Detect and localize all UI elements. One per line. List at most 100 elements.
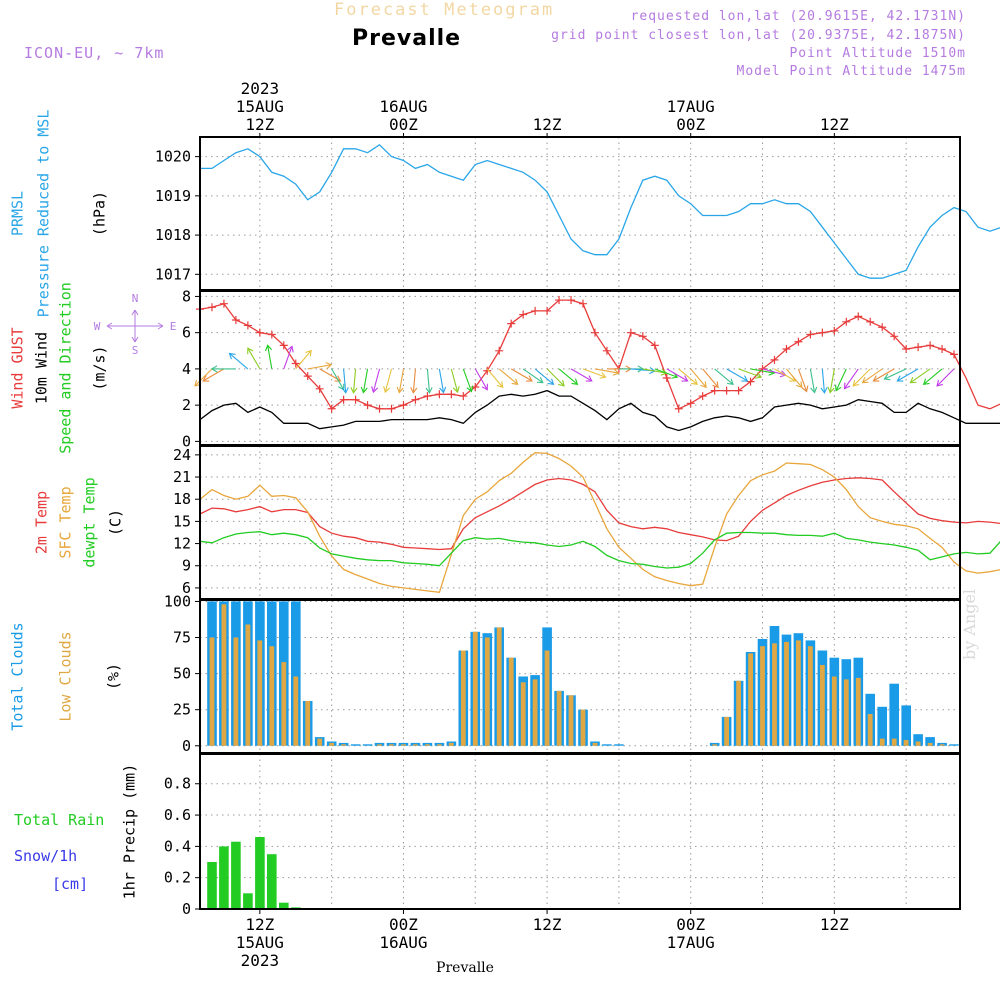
clouds-bar	[568, 695, 574, 746]
clouds-bar	[820, 665, 825, 746]
footer-location: Prevalle	[436, 960, 494, 976]
gust-marker	[399, 401, 408, 410]
clouds-bar	[556, 690, 562, 746]
clouds-bar	[496, 627, 502, 746]
gust-marker	[902, 344, 911, 353]
y-tick-label: 6	[182, 579, 191, 597]
bottom-time-label: 12Z	[245, 915, 274, 934]
clouds-bar	[855, 677, 861, 746]
model-label: ICON-EU, ~ 7km	[24, 44, 165, 62]
gust-marker	[435, 390, 444, 399]
gust-marker	[686, 399, 695, 408]
model-point-altitude: Model Point Altitude 1475m	[736, 64, 966, 79]
wind-arrow	[426, 368, 431, 393]
y-tick-label: 15	[173, 512, 191, 530]
compass-arrows	[106, 309, 164, 343]
y-axis-label: (m/s)	[91, 345, 109, 390]
clouds-bar	[317, 738, 323, 746]
wind-arrow	[797, 368, 808, 392]
wind-arrow	[283, 346, 293, 370]
top-time-label: 15AUG	[236, 97, 284, 116]
gust-marker	[662, 373, 671, 382]
clouds-bar	[808, 646, 813, 746]
wind-arrow	[412, 368, 416, 393]
compass-south: S	[132, 344, 139, 357]
wind-arrow	[372, 368, 381, 393]
precip-bar	[243, 893, 253, 909]
y-tick-label: 12	[173, 535, 191, 553]
wind-arrowhead	[768, 368, 776, 376]
clouds-bar	[425, 744, 430, 746]
bottom-time-label: 17AUG	[667, 933, 715, 952]
wind-arrow	[343, 368, 347, 393]
wind-arrowhead	[360, 386, 368, 394]
clouds-bar	[614, 744, 624, 746]
wind-arrowhead	[571, 378, 579, 386]
gust-marker	[698, 392, 707, 401]
gust-marker	[602, 346, 611, 355]
wind-arrow	[498, 368, 518, 385]
gust-marker	[590, 328, 599, 337]
clouds-bar	[927, 742, 933, 746]
compass-north: N	[132, 292, 139, 305]
gust-marker	[531, 306, 540, 315]
wind-arrowhead	[334, 375, 342, 382]
y-tick-label: 6	[182, 324, 191, 342]
clouds-bar	[724, 716, 729, 746]
wind-arrowhead	[691, 378, 698, 386]
wind-arrowhead	[896, 375, 904, 382]
gust-marker	[842, 317, 851, 326]
wind-arrowhead	[396, 386, 404, 394]
gust-marker	[722, 386, 731, 395]
precip-bar	[207, 862, 217, 909]
wind-arrowhead	[727, 378, 734, 386]
precip-bar	[231, 841, 241, 909]
wind-arrow	[884, 368, 907, 380]
temperature-panel: 6 9 12 15 18 21 24 2m Temp SFC Temp dewpt Temp (C)	[33, 445, 1000, 600]
wind-arrow	[844, 368, 859, 389]
location-title: Prevalle	[352, 26, 462, 51]
wind-arrow	[229, 353, 249, 370]
wind-arrowhead	[286, 345, 294, 353]
gust-marker	[626, 328, 635, 337]
clouds-bar	[602, 744, 612, 746]
wind-arrow	[873, 368, 895, 382]
y-axis-label: Pressure Reduced to MSL	[35, 110, 53, 318]
wind-arrowhead	[681, 375, 689, 382]
top-time-label: 16AUG	[379, 97, 427, 116]
clouds-bar	[350, 744, 361, 746]
wind-arrowhead	[228, 352, 236, 360]
y-tick-label: 0	[182, 432, 191, 450]
clouds-bar	[532, 679, 538, 746]
wind-arrow	[438, 368, 445, 393]
y-tick-label: 18	[173, 490, 191, 508]
y-tick-label: 75	[173, 629, 191, 647]
wind-arrow	[582, 368, 606, 378]
wind-arrow	[534, 368, 554, 385]
wind-arrow	[510, 368, 533, 382]
gust-marker	[351, 395, 360, 404]
clouds-bar	[484, 637, 490, 746]
wind-arrowhead	[612, 368, 620, 376]
clouds-bar	[580, 709, 586, 746]
wind-arrowhead	[922, 378, 930, 386]
wind-arrowhead	[547, 378, 555, 386]
wind-arrowhead	[827, 386, 835, 394]
wind-arrow	[202, 368, 225, 382]
top-time-label: 00Z	[676, 115, 705, 134]
y-tick-label: 0.8	[164, 775, 191, 793]
wind-arrow	[862, 368, 883, 384]
compass-east: E	[170, 320, 177, 333]
y-tick-label: 8	[182, 287, 191, 305]
wind-arrow	[852, 368, 871, 387]
bottom-time-label: 00Z	[676, 915, 705, 934]
gust-marker	[734, 386, 743, 395]
clouds-bar	[867, 714, 873, 746]
clouds-bar	[879, 738, 885, 746]
y-axis-label: (hPa)	[91, 191, 109, 236]
gust-marker	[794, 337, 803, 346]
gust-marker	[818, 328, 827, 337]
clouds-bar	[281, 662, 287, 746]
gust-marker	[231, 315, 240, 324]
